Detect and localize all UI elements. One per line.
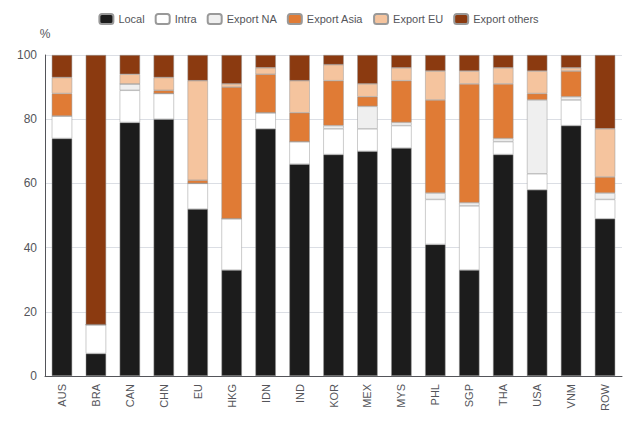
svg-text:ROW: ROW <box>599 383 611 411</box>
svg-text:EU: EU <box>192 384 204 399</box>
svg-text:BRA: BRA <box>90 383 102 406</box>
svg-text:0: 0 <box>30 369 37 383</box>
svg-text:THA: THA <box>497 383 509 406</box>
svg-text:AUS: AUS <box>56 384 68 407</box>
svg-text:Intra: Intra <box>175 13 198 25</box>
svg-text:USA: USA <box>531 383 543 406</box>
svg-text:VNM: VNM <box>565 384 577 408</box>
svg-text:SGP: SGP <box>463 384 475 407</box>
svg-text:Export EU: Export EU <box>393 13 443 25</box>
svg-text:80: 80 <box>24 112 38 126</box>
svg-text:CHN: CHN <box>158 384 170 408</box>
svg-text:60: 60 <box>24 176 38 190</box>
svg-text:20: 20 <box>24 305 38 319</box>
svg-text:IND: IND <box>294 384 306 403</box>
svg-text:40: 40 <box>24 241 38 255</box>
svg-text:CAN: CAN <box>124 384 136 407</box>
svg-text:100: 100 <box>17 48 37 62</box>
svg-text:MEX: MEX <box>361 383 373 408</box>
svg-text:Local: Local <box>118 13 144 25</box>
svg-text:Export Asia: Export Asia <box>307 13 364 25</box>
svg-text:Export NA: Export NA <box>227 13 278 25</box>
svg-text:Export others: Export others <box>473 13 539 25</box>
svg-text:KOR: KOR <box>328 384 340 408</box>
svg-text:PHL: PHL <box>429 384 441 405</box>
svg-text:MYS: MYS <box>395 384 407 408</box>
svg-text:HKG: HKG <box>226 384 238 408</box>
svg-text:IDN: IDN <box>260 384 272 403</box>
svg-text:%: % <box>40 27 51 41</box>
